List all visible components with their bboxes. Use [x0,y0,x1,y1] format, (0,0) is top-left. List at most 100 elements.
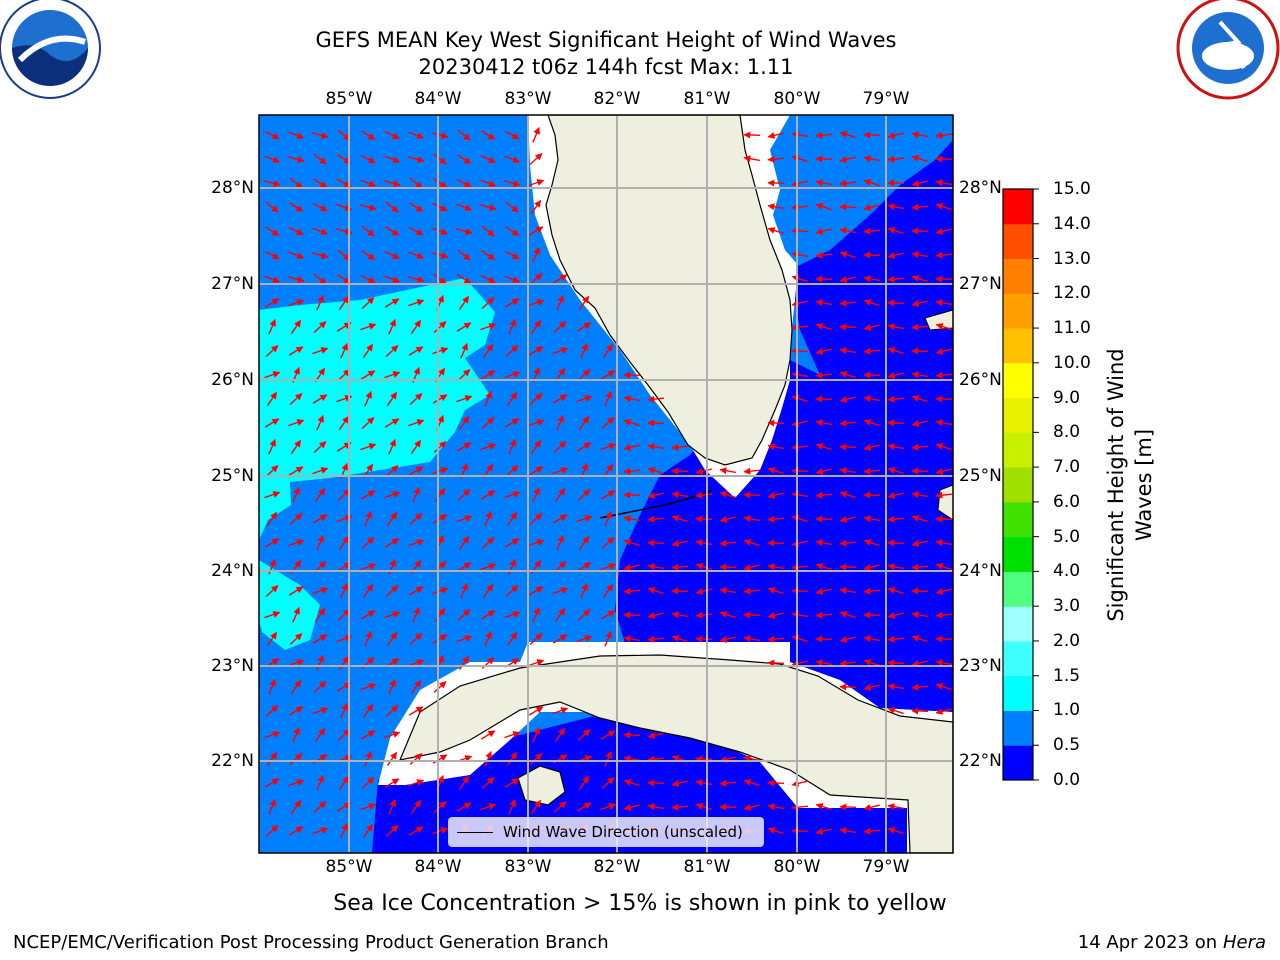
colorbar-band-11 [1003,362,1033,399]
wave-arrow-73 [530,199,542,214]
wave-arrow-23 [313,153,327,165]
wave-arrow-578 [911,707,929,715]
wave-arrow-122 [288,276,305,283]
wave-arrow-623 [458,775,470,790]
wave-arrow-232 [364,390,372,407]
wave-arrow-9 [480,130,496,140]
wave-arrow-269 [767,419,785,427]
wave-arrow-59 [887,179,905,187]
wave-arrow-398 [458,535,470,550]
wave-arrow-322 [719,467,737,475]
wave-arrow-363 [312,514,328,524]
wave-arrow-350 [695,491,713,499]
wave-arrow-330 [911,467,929,475]
nws-logo [1176,0,1280,100]
wave-arrow-164 [313,321,327,333]
wave-arrow-336 [360,490,376,500]
colorbar-band-5 [1003,571,1033,607]
wave-arrow-308 [385,465,399,477]
lonBottom-1: 84°W [414,857,462,877]
wave-arrow-274 [887,419,905,427]
wave-arrow-503 [887,612,904,619]
wave-arrow-64 [312,202,328,212]
colorbar-tick-1: 14.0 [1053,213,1091,234]
wave-arrow-199 [815,348,832,355]
wave-arrow-341 [480,490,496,500]
wave-arrow-619 [361,777,375,789]
wave-arrow-245 [791,395,808,403]
wave-arrow-518 [552,634,568,644]
wave-arrow-25 [360,154,376,164]
wave-arrow-389 [935,515,953,523]
wave-arrow-633 [743,779,760,787]
wave-arrow-583 [337,729,351,741]
wave-arrow-645 [480,803,497,811]
wave-arrow-43 [289,177,303,189]
wave-arrow-68 [408,202,424,212]
latRight-2: 26°N [959,370,1002,390]
wave-arrow-8 [457,129,471,141]
wave-arrow-40 [911,155,928,163]
wave-arrow-372 [529,513,543,525]
wave-arrow-506 [266,631,278,646]
wave-arrow-82 [264,226,280,236]
wave-arrow-399 [481,537,495,549]
colorbar-band-7 [1003,501,1033,538]
wave-arrow-106 [360,250,376,260]
wave-arrow-353 [767,492,784,499]
wave-arrow-536 [288,659,305,667]
wave-arrow-587 [504,731,521,739]
wave-arrow-572 [362,703,374,718]
wave-arrow-88 [408,226,424,236]
wave-arrow-354 [791,491,809,499]
land-florida [545,115,793,466]
wave-arrow-381 [743,515,761,523]
colorbar-band-16 [1003,189,1033,225]
wave-arrow-226 [911,371,929,379]
wave-arrow-238 [506,391,518,406]
wave-arrow-369 [456,515,473,523]
wave-arrow-279 [313,441,327,453]
wave-arrow-10 [504,130,520,140]
wave-arrow-265 [578,415,590,430]
latLeft-2: 26°N [211,370,254,390]
wave-arrow-38 [863,155,881,163]
wave-arrow-77 [839,203,857,211]
wave-arrow-670 [432,827,449,835]
wave-arrow-347 [623,491,641,499]
wave-arrow-62 [265,201,279,213]
wave-arrow-352 [743,491,761,499]
colorbar-band-2 [1003,675,1033,711]
wave-arrow-496 [719,611,736,619]
wave-arrow-616 [288,779,305,787]
wave-arrow-575 [528,706,544,716]
lonBottom-5: 80°W [773,857,821,877]
wave-arrow-400 [504,538,520,548]
wave-arrow-563 [839,683,857,691]
wave-arrow-133 [552,274,568,284]
wave-arrow-302 [935,443,952,451]
wave-arrow-498 [767,612,784,619]
colorbar-tick-10: 5.0 [1053,526,1081,547]
wave-arrow-396 [408,539,425,547]
lonBottom-4: 81°W [683,857,731,877]
wave-arrow-492 [623,611,641,619]
wave-arrow-292 [623,444,640,451]
wave-arrow-386 [863,515,881,523]
wave-arrow-143 [316,294,324,311]
wave-arrow-275 [911,420,928,427]
footer-left: NCEP/EMC/Verification Post Processing Pr… [13,932,609,953]
wave-arrow-549 [815,659,833,667]
wave-arrow-27 [408,156,425,163]
wave-arrow-155 [791,300,808,307]
wave-arrow-102 [264,250,280,260]
wave-arrow-464 [647,587,664,595]
wave-arrow-525 [719,636,736,643]
wave-arrow-114 [791,251,809,259]
wave-arrow-296 [791,443,809,451]
wave-arrow-482 [384,611,401,619]
wave-arrow-169 [433,321,447,333]
wave-arrow-589 [554,727,566,742]
wave-arrow-524 [695,635,713,643]
wave-arrow-659 [815,803,832,811]
